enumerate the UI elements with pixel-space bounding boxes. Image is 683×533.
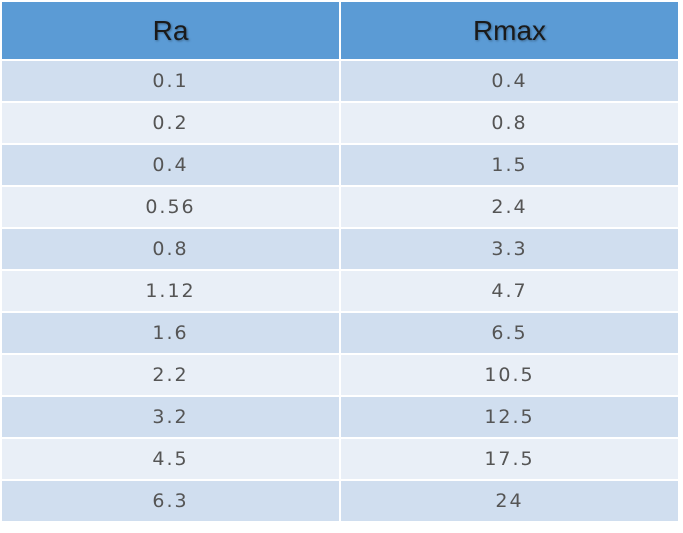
table: Ra Rmax 0.1 0.4 0.2 0.8 0.4 1.5 0.56 2.4 0.8 3.3 1… bbox=[2, 2, 678, 521]
table-cell: 0.1 bbox=[2, 61, 339, 101]
table-row: 1.12 4.7 bbox=[2, 271, 678, 311]
table-cell: 4.7 bbox=[341, 271, 678, 311]
table-body: 0.1 0.4 0.2 0.8 0.4 1.5 0.56 2.4 0.8 3.3 1.12 4.7 1.… bbox=[2, 61, 678, 521]
table-cell: 0.4 bbox=[2, 145, 339, 185]
table-cell: 2.2 bbox=[2, 355, 339, 395]
table-cell: 1.5 bbox=[341, 145, 678, 185]
header-row: Ra Rmax bbox=[2, 2, 678, 59]
table-row: 4.5 17.5 bbox=[2, 439, 678, 479]
table-cell: 1.6 bbox=[2, 313, 339, 353]
table-row: 3.2 12.5 bbox=[2, 397, 678, 437]
table-cell: 6.5 bbox=[341, 313, 678, 353]
header-cell: Ra bbox=[2, 2, 339, 59]
table-header: Ra Rmax bbox=[2, 2, 678, 59]
table-cell: 0.8 bbox=[2, 229, 339, 269]
table-cell: 0.56 bbox=[2, 187, 339, 227]
table-cell: 10.5 bbox=[341, 355, 678, 395]
table-cell: 1.12 bbox=[2, 271, 339, 311]
table-cell: 17.5 bbox=[341, 439, 678, 479]
table-row: 0.2 0.8 bbox=[2, 103, 678, 143]
table-row: 6.3 24 bbox=[2, 481, 678, 521]
header-cell: Rmax bbox=[341, 2, 678, 59]
table-row: 0.56 2.4 bbox=[2, 187, 678, 227]
table-cell: 4.5 bbox=[2, 439, 339, 479]
table-row: 0.4 1.5 bbox=[2, 145, 678, 185]
table-cell: 3.3 bbox=[341, 229, 678, 269]
table-cell: 24 bbox=[341, 481, 678, 521]
table-cell: 12.5 bbox=[341, 397, 678, 437]
table-cell: 0.4 bbox=[341, 61, 678, 101]
table-cell: 3.2 bbox=[2, 397, 339, 437]
table-row: 2.2 10.5 bbox=[2, 355, 678, 395]
table-cell: 0.2 bbox=[2, 103, 339, 143]
table-row: 0.8 3.3 bbox=[2, 229, 678, 269]
table-cell: 0.8 bbox=[341, 103, 678, 143]
table-cell: 2.4 bbox=[341, 187, 678, 227]
table-row: 1.6 6.5 bbox=[2, 313, 678, 353]
table-row: 0.1 0.4 bbox=[2, 61, 678, 101]
table-cell: 6.3 bbox=[2, 481, 339, 521]
